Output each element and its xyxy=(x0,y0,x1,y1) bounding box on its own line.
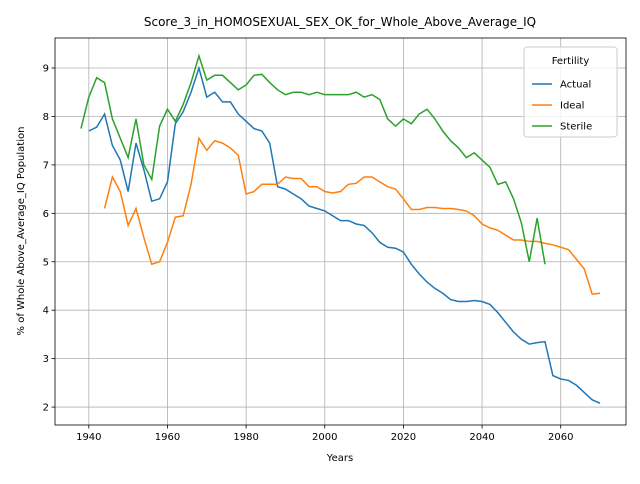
y-tick-label: 8 xyxy=(43,112,49,123)
y-tick-label: 2 xyxy=(43,403,49,414)
x-tick-label: 1960 xyxy=(155,432,180,443)
x-tick-label: 2000 xyxy=(312,432,337,443)
legend-label: Sterile xyxy=(560,122,592,133)
legend-label: Actual xyxy=(560,80,591,91)
y-tick-label: 7 xyxy=(43,160,49,171)
y-tick-label: 5 xyxy=(43,257,49,268)
x-axis-label: Years xyxy=(326,453,353,464)
x-tick-label: 2040 xyxy=(469,432,494,443)
axes-frame xyxy=(54,37,627,426)
chart-title: Score_3_in_HOMOSEXUAL_SEX_OK_for_Whole_A… xyxy=(144,15,536,29)
x-tick-label: 1940 xyxy=(76,432,101,443)
y-axis-label: % of Whole Above_Average_IQ Population xyxy=(16,127,27,336)
y-tick-label: 4 xyxy=(43,306,49,317)
legend-label: Ideal xyxy=(560,101,584,112)
line-series xyxy=(88,65,601,404)
legend-box xyxy=(523,46,618,138)
x-tick-label: 2020 xyxy=(391,432,416,443)
legend-title: Fertility xyxy=(552,56,590,67)
y-tick-label: 9 xyxy=(43,64,49,75)
x-tick-label: 2060 xyxy=(548,432,573,443)
line-series xyxy=(80,53,546,265)
y-tick-label: 3 xyxy=(43,354,49,365)
line-series xyxy=(103,136,601,296)
x-tick-label: 1980 xyxy=(233,432,258,443)
legend: Fertility Actual Ideal Sterile xyxy=(523,46,618,138)
y-tick-label: 6 xyxy=(43,209,49,220)
